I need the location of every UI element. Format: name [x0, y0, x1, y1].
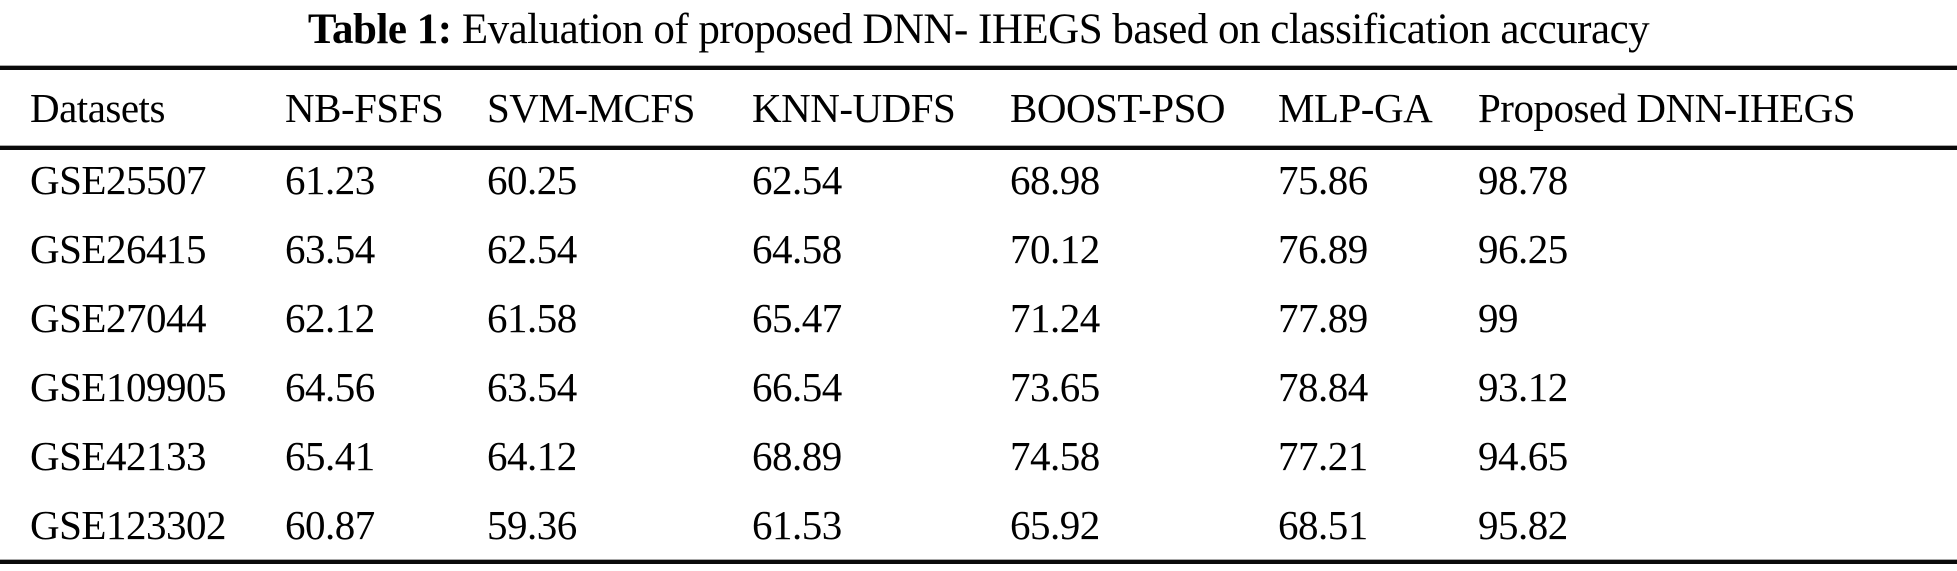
table-cell: 65.92 — [1010, 501, 1100, 548]
table-cell: 65.47 — [752, 294, 842, 341]
table-cell: 99 — [1478, 294, 1519, 341]
table-row: GSE42133 65.41 64.12 68.89 74.58 77.21 9… — [0, 421, 1957, 490]
table-row: GSE26415 63.54 62.54 64.58 70.12 76.89 9… — [0, 214, 1957, 283]
table-cell: 66.54 — [752, 363, 842, 410]
table-bottom-rule — [0, 559, 1957, 564]
column-header-datasets: Datasets — [30, 84, 165, 131]
table-top-rule — [0, 65, 1957, 70]
table-cell: 75.86 — [1278, 156, 1368, 203]
table-cell: 63.54 — [285, 225, 375, 272]
table-cell: 71.24 — [1010, 294, 1100, 341]
table-cell: 95.82 — [1478, 501, 1568, 548]
dataset-label: GSE109905 — [30, 363, 226, 410]
table-header-row: Datasets NB-FSFS SVM-MCFS KNN-UDFS BOOST… — [0, 70, 1957, 145]
dataset-label: GSE26415 — [30, 225, 206, 272]
table-cell: 65.41 — [285, 432, 375, 479]
column-header-nb-fsfs: NB-FSFS — [285, 84, 444, 131]
table-cell: 61.23 — [285, 156, 375, 203]
table-cell: 76.89 — [1278, 225, 1368, 272]
dataset-label: GSE25507 — [30, 156, 206, 203]
table-cell: 64.56 — [285, 363, 375, 410]
table-cell: 61.53 — [752, 501, 842, 548]
dataset-label: GSE27044 — [30, 294, 206, 341]
results-table: Datasets NB-FSFS SVM-MCFS KNN-UDFS BOOST… — [0, 70, 1957, 559]
column-header-proposed-dnn-ihegs: Proposed DNN-IHEGS — [1478, 84, 1856, 131]
table-cell: 73.65 — [1010, 363, 1100, 410]
table-row: GSE27044 62.12 61.58 65.47 71.24 77.89 9… — [0, 283, 1957, 352]
table-cell: 63.54 — [487, 363, 577, 410]
table-row: GSE123302 60.87 59.36 61.53 65.92 68.51 … — [0, 490, 1957, 559]
table-cell: 68.89 — [752, 432, 842, 479]
table-caption-label: Table 1: — [307, 6, 452, 53]
table-cell: 68.51 — [1278, 501, 1368, 548]
table-cell: 62.54 — [487, 225, 577, 272]
table-cell: 62.12 — [285, 294, 375, 341]
table-cell: 60.25 — [487, 156, 577, 203]
table-caption: Table 1: Evaluation of proposed DNN- IHE… — [0, 2, 1957, 58]
table-cell: 68.98 — [1010, 156, 1100, 203]
table-cell: 93.12 — [1478, 363, 1568, 410]
table-row: GSE25507 61.23 60.25 62.54 68.98 75.86 9… — [0, 145, 1957, 214]
column-header-mlp-ga: MLP-GA — [1278, 84, 1433, 131]
table-cell: 74.58 — [1010, 432, 1100, 479]
table-cell: 60.87 — [285, 501, 375, 548]
table-cell: 98.78 — [1478, 156, 1568, 203]
table-cell: 96.25 — [1478, 225, 1568, 272]
table-row: GSE109905 64.56 63.54 66.54 73.65 78.84 … — [0, 352, 1957, 421]
table-cell: 62.54 — [752, 156, 842, 203]
table-cell: 64.12 — [487, 432, 577, 479]
table-caption-text: Evaluation of proposed DNN- IHEGS based … — [451, 6, 1650, 53]
column-header-boost-pso: BOOST-PSO — [1010, 84, 1226, 131]
dataset-label: GSE123302 — [30, 501, 226, 548]
table-header-rule — [0, 145, 1957, 150]
table-cell: 78.84 — [1278, 363, 1368, 410]
table-cell: 64.58 — [752, 225, 842, 272]
table-cell: 61.58 — [487, 294, 577, 341]
table-cell: 77.89 — [1278, 294, 1368, 341]
column-header-svm-mcfs: SVM-MCFS — [487, 84, 695, 131]
dataset-label: GSE42133 — [30, 432, 206, 479]
table-cell: 70.12 — [1010, 225, 1100, 272]
table-cell: 77.21 — [1278, 432, 1368, 479]
column-header-knn-udfs: KNN-UDFS — [752, 84, 956, 131]
table-cell: 59.36 — [487, 501, 577, 548]
table-cell: 94.65 — [1478, 432, 1568, 479]
